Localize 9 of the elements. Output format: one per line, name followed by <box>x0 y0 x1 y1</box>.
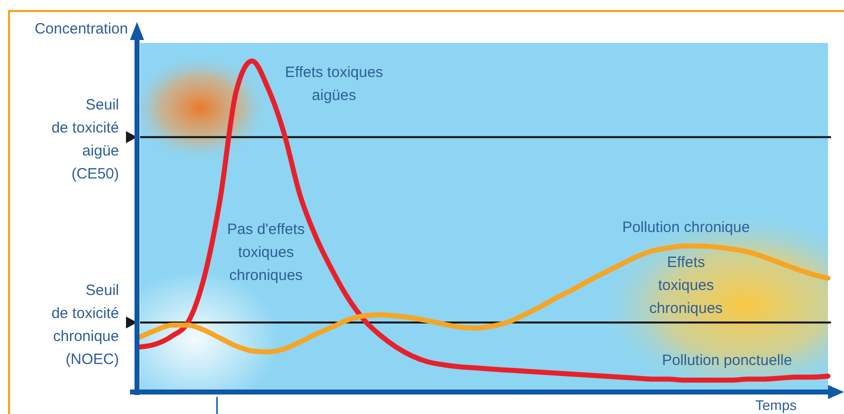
annotation: Effets toxiques aigües <box>284 64 384 104</box>
annotation: Pas d'effets toxiques chroniques <box>227 220 305 284</box>
annotation: Effets toxiques chroniques <box>649 254 723 316</box>
series-label: Pollution chronique <box>622 218 750 236</box>
ref-line-label: Seuil de toxicité aigüe (CE50) <box>51 96 119 182</box>
series-label: Pollution ponctuelle <box>662 352 792 368</box>
x-axis-title: Temps <box>755 397 797 413</box>
y-axis-title: Concentration <box>34 20 128 38</box>
ref-line-label: Seuil de toxicité chronique (NOEC) <box>51 281 120 368</box>
